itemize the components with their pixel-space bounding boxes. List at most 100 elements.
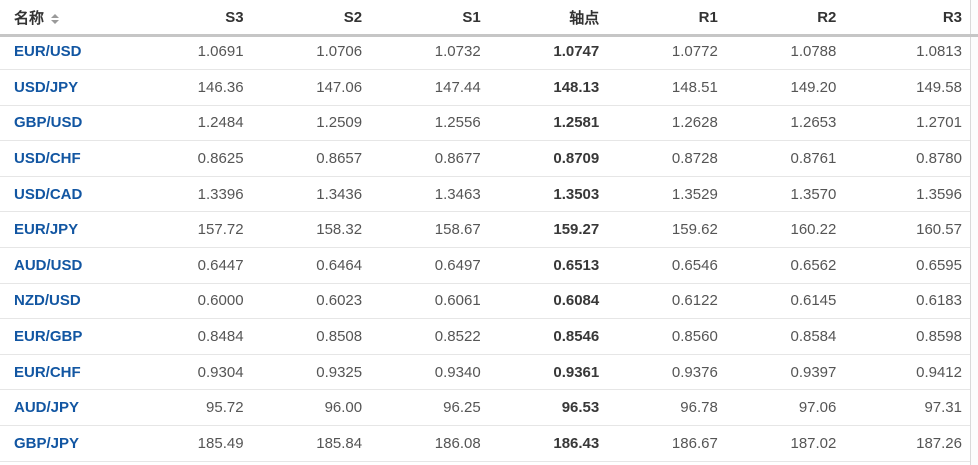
- pair-cell: GBP/JPY: [0, 425, 140, 462]
- cell-pivot: 1.2581: [495, 104, 615, 141]
- table-body: EUR/USD 1.0691 1.0706 1.0732 1.0747 1.0772 1.0…: [0, 34, 970, 462]
- cell-s1: 0.8677: [377, 140, 496, 177]
- cell-pivot: 1.3503: [495, 175, 615, 212]
- pair-link[interactable]: NZD/USD: [14, 292, 81, 310]
- pair-link[interactable]: USD/CHF: [14, 150, 81, 168]
- pair-cell: EUR/CHF: [0, 353, 140, 390]
- table-row: USD/CAD 1.3396 1.3436 1.3463 1.3503 1.3529 1.3…: [0, 175, 970, 212]
- pair-cell: NZD/USD: [0, 282, 140, 319]
- cell-r1: 1.3529: [614, 175, 733, 212]
- cell-r2: 0.9397: [732, 353, 852, 390]
- cell-pivot: 1.0747: [553, 43, 600, 61]
- cell-r1: 186.67: [614, 425, 733, 462]
- pair-link[interactable]: USD/CAD: [14, 185, 83, 203]
- pair-cell: USD/CAD: [0, 175, 140, 212]
- cell-r1: 1.0772: [671, 43, 718, 61]
- table-row: USD/CHF 0.8625 0.8657 0.8677 0.8709 0.8728 0.8…: [0, 140, 970, 177]
- header-divider: [0, 34, 978, 37]
- cell-s2: 0.9325: [258, 353, 378, 390]
- cell-pivot: 0.9361: [495, 353, 615, 390]
- column-header-r2: R2: [732, 0, 852, 34]
- table-row: EUR/USD 1.0691 1.0706 1.0732 1.0747 1.0772 1.0…: [0, 34, 970, 70]
- cell-s2: 0.6023: [258, 282, 378, 319]
- table-header: 名称 S3 S2 S1 轴点 R1 R2 R3: [0, 0, 970, 34]
- cell-s1: 0.6497: [377, 247, 496, 284]
- cell-r2: 1.3570: [732, 175, 852, 212]
- cell-s3: 185.49: [140, 425, 259, 462]
- cell-r2: 1.0788: [790, 43, 837, 61]
- table-row: AUD/USD 0.6447 0.6464 0.6497 0.6513 0.6546 0.6…: [0, 247, 970, 284]
- cell-s3: 95.72: [140, 389, 259, 426]
- cell-r3: 187.26: [851, 425, 970, 462]
- pair-link[interactable]: EUR/USD: [14, 43, 82, 61]
- cell-r1: 148.51: [614, 69, 733, 106]
- pair-link[interactable]: EUR/GBP: [14, 328, 83, 346]
- column-header-r1: R1: [614, 0, 733, 34]
- pair-link[interactable]: GBP/JPY: [14, 434, 80, 452]
- cell-r2: 187.02: [732, 425, 852, 462]
- scrollbar-track[interactable]: [970, 0, 978, 465]
- cell-r3: 0.9412: [851, 353, 970, 390]
- cell-r2: 0.6562: [732, 247, 852, 284]
- cell-pivot: 0.8709: [495, 140, 615, 177]
- cell-r3: 1.3596: [851, 175, 970, 212]
- pair-cell: AUD/JPY: [0, 389, 140, 426]
- cell-s2: 185.84: [258, 425, 378, 462]
- cell-s1: 1.3463: [377, 175, 496, 212]
- pair-cell: EUR/USD: [0, 34, 140, 70]
- cell-s3: 0.8625: [140, 140, 259, 177]
- cell-r2: 0.8584: [732, 318, 852, 355]
- cell-s1: 186.08: [377, 425, 496, 462]
- cell-s1: 0.9340: [377, 353, 496, 390]
- cell-s3: 0.6447: [140, 247, 259, 284]
- cell-s3: 157.72: [140, 211, 259, 248]
- pair-cell: GBP/USD: [0, 104, 140, 141]
- cell-s2: 147.06: [258, 69, 378, 106]
- table-row: NZD/USD 0.6000 0.6023 0.6061 0.6084 0.6122 0.6…: [0, 282, 970, 319]
- pair-link[interactable]: EUR/JPY: [14, 221, 79, 239]
- pair-link[interactable]: AUD/JPY: [14, 399, 80, 417]
- pair-cell: AUD/USD: [0, 247, 140, 284]
- cell-s2: 1.0706: [316, 43, 363, 61]
- cell-pivot: 159.27: [495, 211, 615, 248]
- cell-r1: 159.62: [614, 211, 733, 248]
- cell-s3: 0.9304: [140, 353, 259, 390]
- sort-arrows-icon[interactable]: [51, 13, 60, 24]
- cell-r2: 0.8761: [732, 140, 852, 177]
- cell-s2: 1.3436: [258, 175, 378, 212]
- cell-s2: 0.6464: [258, 247, 378, 284]
- cell-s1: 96.25: [377, 389, 496, 426]
- cell-r3: 160.57: [851, 211, 970, 248]
- cell-r3: 97.31: [851, 389, 970, 426]
- cell-s1: 0.6061: [377, 282, 496, 319]
- cell-r3: 0.8598: [851, 318, 970, 355]
- table-row: USD/JPY 146.36 147.06 147.44 148.13 148.51 149…: [0, 69, 970, 106]
- cell-r2: 0.6145: [732, 282, 852, 319]
- cell-s1: 147.44: [377, 69, 496, 106]
- cell-pivot: 0.6513: [495, 247, 615, 284]
- pair-link[interactable]: EUR/CHF: [14, 363, 81, 381]
- cell-pivot: 96.53: [495, 389, 615, 426]
- cell-r1: 96.78: [614, 389, 733, 426]
- pair-link[interactable]: AUD/USD: [14, 256, 83, 274]
- cell-s1: 1.0732: [434, 43, 481, 61]
- column-header-name-label: 名称: [14, 9, 45, 27]
- cell-s3: 0.6000: [140, 282, 259, 319]
- cell-s2: 1.2509: [258, 104, 378, 141]
- pair-link[interactable]: USD/JPY: [14, 78, 79, 96]
- pair-link[interactable]: GBP/USD: [14, 114, 83, 132]
- cell-r3: 1.0813: [916, 43, 962, 61]
- cell-r3: 0.6595: [851, 247, 970, 284]
- column-header-name[interactable]: 名称: [0, 0, 140, 34]
- table-row: EUR/GBP 0.8484 0.8508 0.8522 0.8546 0.8560 0.8…: [0, 318, 970, 355]
- table-row: AUD/JPY 95.72 96.00 96.25 96.53 96.78 97.06 97.…: [0, 389, 970, 426]
- cell-pivot: 0.8546: [495, 318, 615, 355]
- pair-cell: USD/CHF: [0, 140, 140, 177]
- cell-s2: 158.32: [258, 211, 378, 248]
- cell-r1: 0.9376: [614, 353, 733, 390]
- table-row: GBP/JPY 185.49 185.84 186.08 186.43 186.67 187…: [0, 425, 970, 462]
- cell-r1: 0.8560: [614, 318, 733, 355]
- cell-s1: 158.67: [377, 211, 496, 248]
